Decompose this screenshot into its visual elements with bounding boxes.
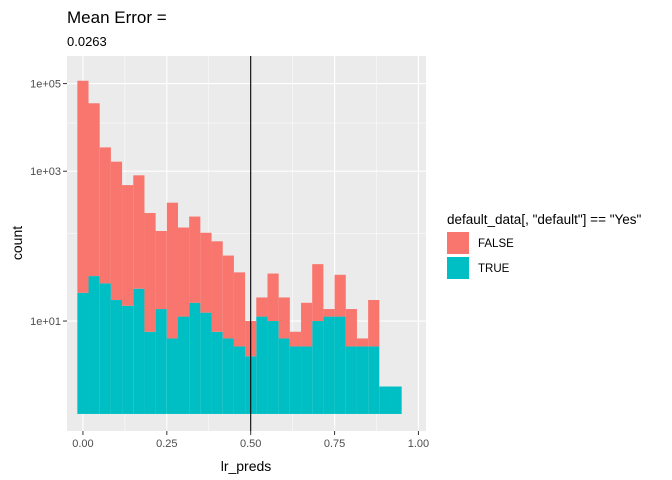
- x-tick-label: 0.00: [72, 438, 93, 450]
- bar-false: [368, 300, 380, 347]
- bar-true: [177, 316, 190, 414]
- bar-true: [345, 346, 357, 414]
- x-axis: 0.00 0.25 0.50 0.75 1.00: [72, 431, 429, 450]
- x-axis-title: lr_preds: [221, 458, 272, 474]
- bar-false: [177, 227, 190, 317]
- bar-false: [312, 264, 324, 322]
- bar-true: [77, 292, 89, 414]
- bar-false: [356, 338, 369, 347]
- bar-false: [278, 297, 290, 339]
- legend-label-false: FALSE: [478, 238, 514, 250]
- bar-false: [323, 309, 335, 317]
- bar-false: [211, 241, 223, 332]
- bar-true: [312, 321, 324, 414]
- bar-false: [77, 80, 89, 293]
- x-tick-label: 0.50: [240, 438, 261, 450]
- x-tick-label: 1.00: [408, 438, 429, 450]
- y-axis: 1e+01 1e+03 1e+05: [30, 79, 67, 328]
- bar-false: [200, 232, 212, 313]
- bar-true: [211, 331, 223, 414]
- bar-false: [233, 272, 246, 347]
- bar-false: [222, 255, 234, 339]
- legend-key-true: [447, 257, 469, 279]
- legend: default_data[, "default"] == "Yes" FALSE…: [447, 212, 642, 279]
- bar-true: [368, 346, 380, 414]
- bars-false: [77, 80, 380, 357]
- bar-true: [122, 305, 134, 414]
- legend-title: default_data[, "default"] == "Yes": [447, 212, 642, 227]
- bar-true: [222, 338, 234, 414]
- bar-true: [379, 386, 391, 414]
- bar-true: [301, 346, 313, 414]
- legend-key-false: [447, 232, 469, 254]
- y-tick-label: 1e+05: [30, 79, 61, 91]
- bar-true: [99, 283, 111, 414]
- bar-false: [166, 202, 179, 339]
- bar-false: [99, 147, 111, 284]
- x-tick-label: 0.75: [324, 438, 345, 450]
- bars-true: [77, 276, 402, 414]
- bar-true: [200, 312, 212, 414]
- chart-subtitle: 0.0263: [67, 34, 107, 49]
- bar-true: [88, 276, 100, 414]
- y-axis-title: count: [9, 226, 25, 260]
- bar-true: [233, 346, 246, 414]
- bar-true: [256, 316, 268, 414]
- bar-true: [166, 338, 179, 414]
- bar-false: [345, 309, 357, 347]
- bar-false: [189, 216, 201, 303]
- bar-false: [122, 185, 134, 306]
- bar-true: [278, 338, 290, 414]
- bar-true: [356, 346, 369, 414]
- bar-false: [155, 230, 167, 310]
- x-tick-label: 0.25: [156, 438, 177, 450]
- bar-true: [189, 302, 201, 414]
- bar-false: [256, 297, 268, 317]
- bar-true: [267, 321, 279, 414]
- bar-false: [267, 273, 279, 322]
- bar-true: [155, 309, 167, 414]
- bar-false: [88, 103, 100, 277]
- bar-false: [301, 302, 313, 347]
- bar-false: [144, 213, 156, 332]
- chart-title: Mean Error =: [67, 8, 167, 27]
- bar-true: [390, 386, 402, 414]
- bar-true: [289, 346, 302, 414]
- bar-false: [289, 331, 302, 347]
- bar-true: [323, 316, 335, 414]
- legend-label-true: TRUE: [478, 263, 510, 275]
- y-tick-label: 1e+03: [30, 166, 61, 178]
- bar-true: [110, 300, 123, 414]
- bar-false: [133, 175, 145, 289]
- bar-false: [110, 161, 123, 301]
- bar-true: [133, 288, 145, 414]
- bar-true: [334, 316, 346, 414]
- bar-true: [144, 331, 156, 414]
- y-tick-label: 1e+01: [30, 316, 61, 328]
- bar-false: [334, 274, 346, 317]
